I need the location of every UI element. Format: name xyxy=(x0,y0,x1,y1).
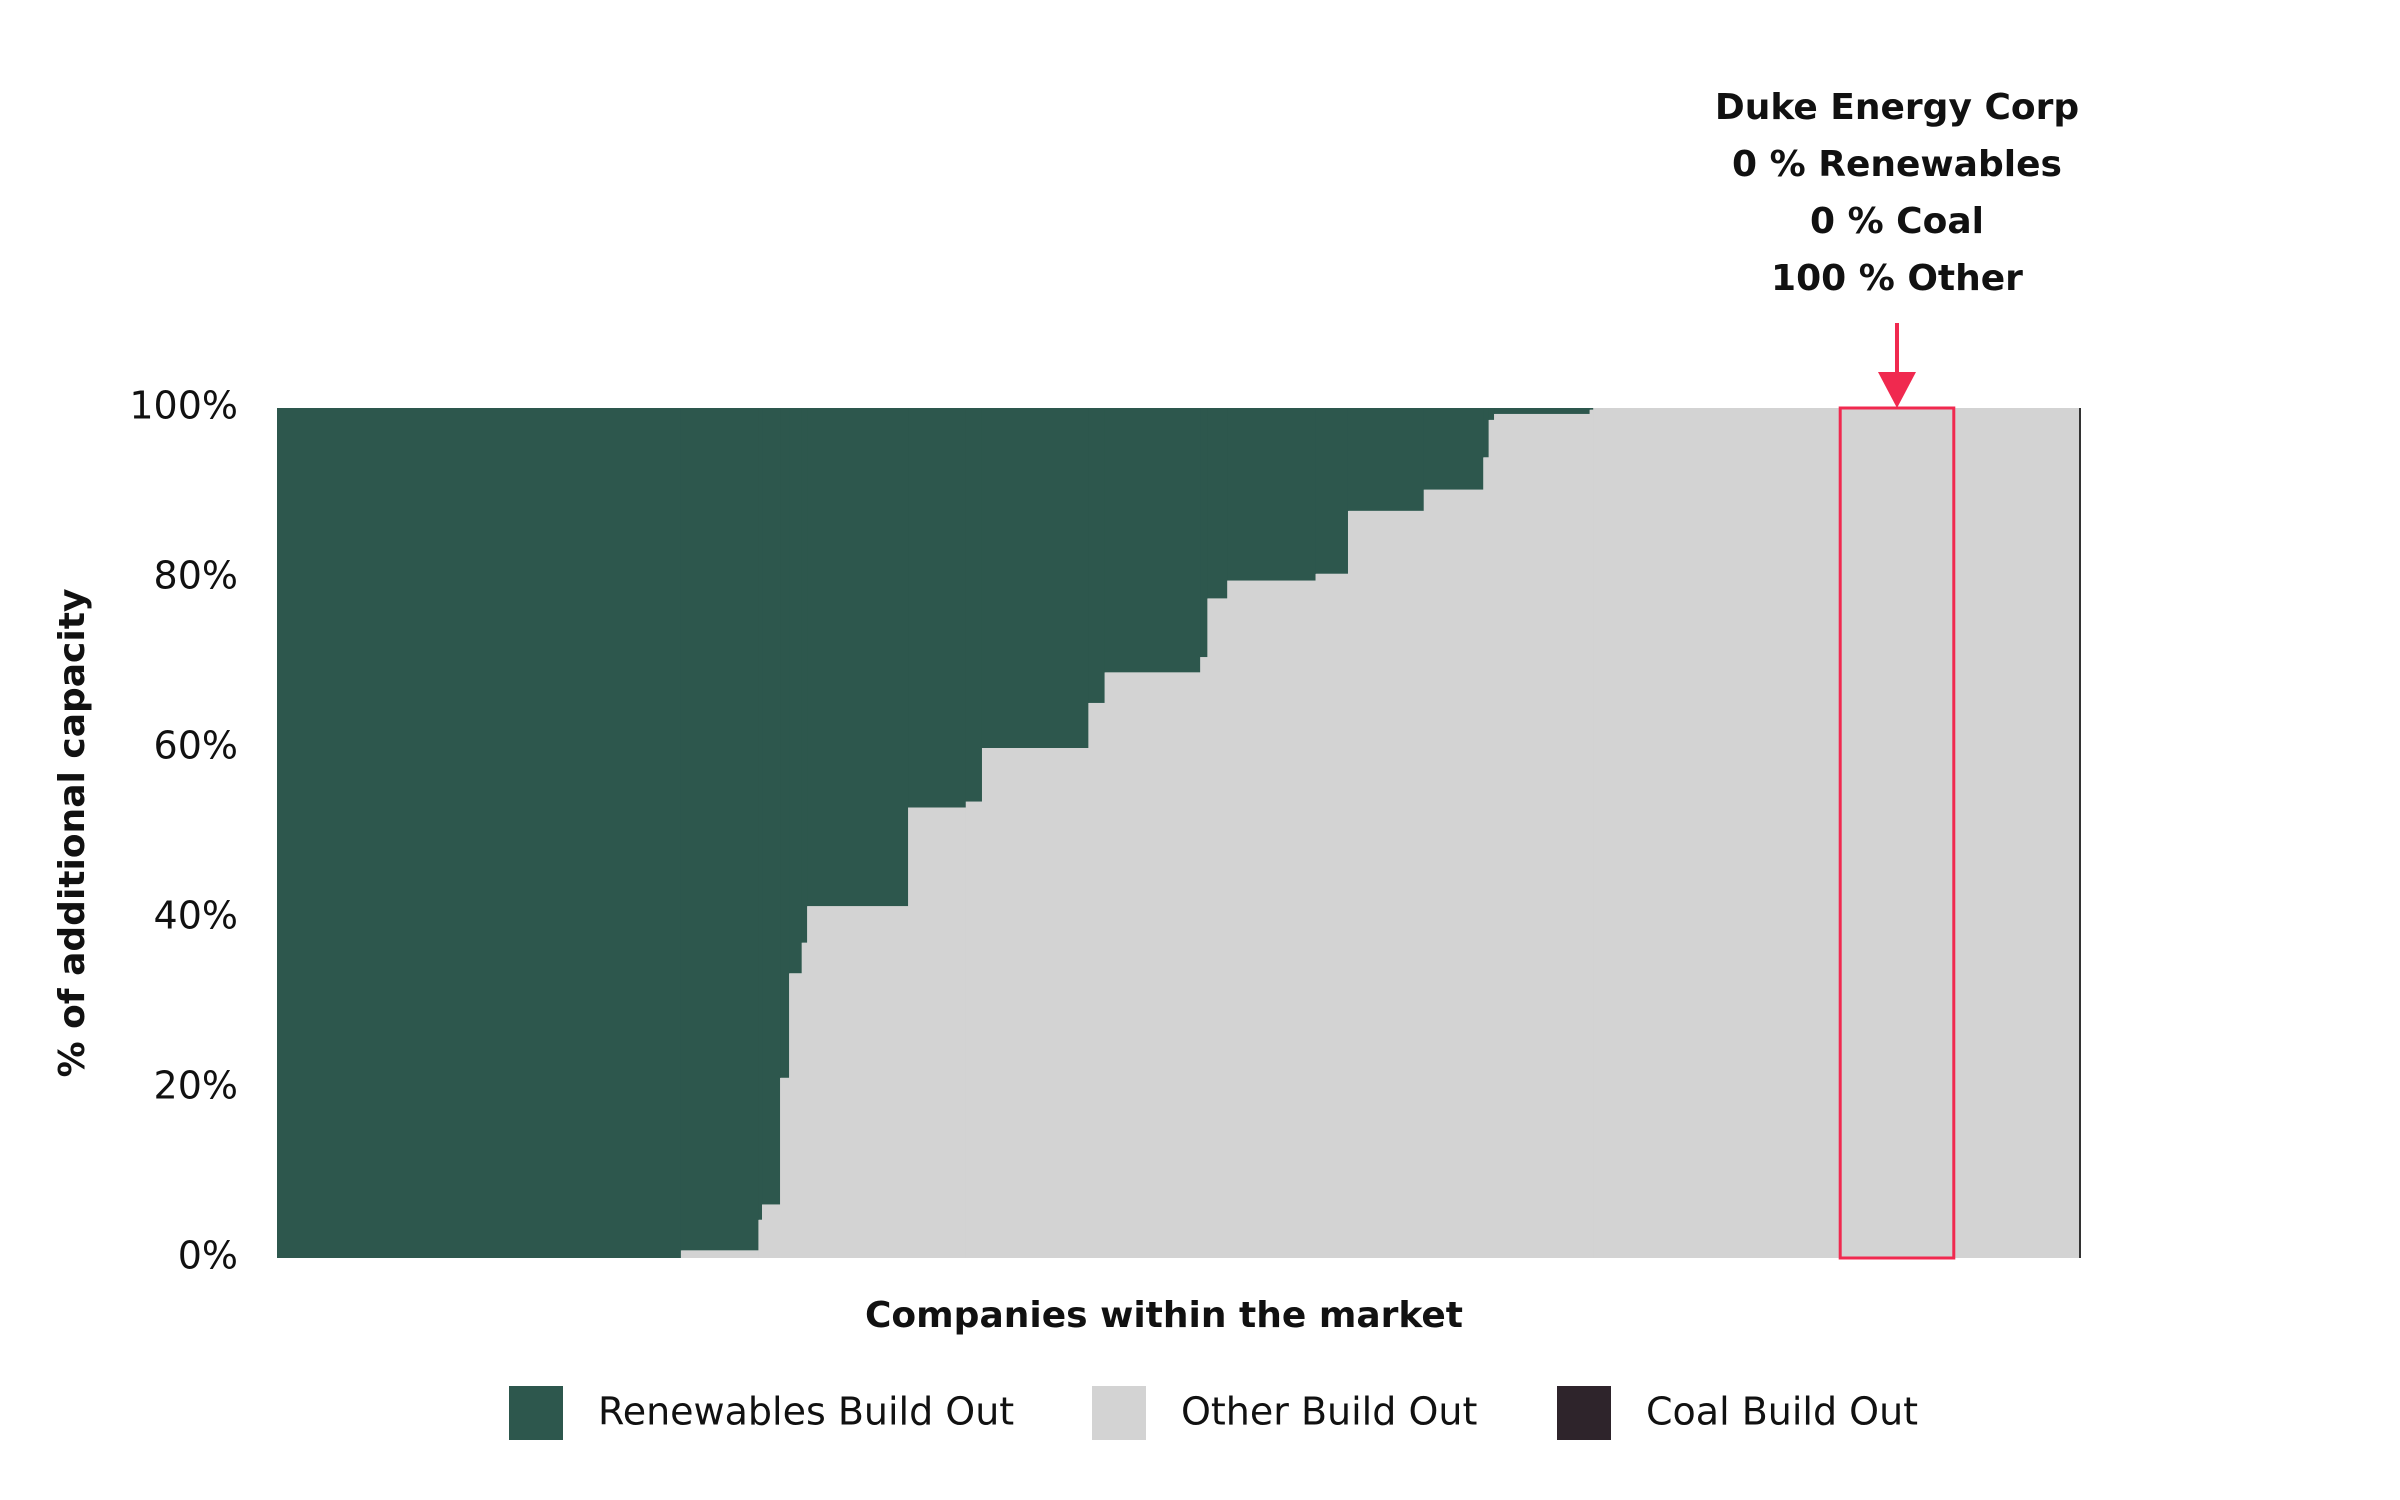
y-tick-label: 100% xyxy=(129,384,238,428)
segment xyxy=(1494,408,1591,414)
segment xyxy=(277,408,682,1258)
segment xyxy=(1589,408,1594,410)
highlight-box xyxy=(1838,406,1956,1260)
segment xyxy=(908,807,967,1258)
annotation-line: Duke Energy Corp xyxy=(1715,87,2079,128)
segment xyxy=(1104,408,1201,673)
segment xyxy=(1207,598,1228,1258)
segment xyxy=(758,408,763,1220)
legend-swatch xyxy=(509,1386,563,1440)
segment xyxy=(1840,408,1955,1258)
segment xyxy=(908,408,967,808)
annotation-line: 100 % Other xyxy=(1771,258,2023,299)
segment xyxy=(1488,408,1495,420)
y-tick-label: 0% xyxy=(178,1234,238,1278)
segment xyxy=(1483,457,1490,1258)
segment xyxy=(1227,580,1317,1258)
segment xyxy=(1483,408,1490,458)
segment xyxy=(1494,413,1591,1258)
segment xyxy=(789,408,803,974)
segment xyxy=(1088,702,1106,1258)
x-axis-label: Companies within the market xyxy=(865,1295,1463,1336)
legend-swatch xyxy=(1092,1386,1146,1440)
segment xyxy=(801,942,808,1258)
segment xyxy=(1088,408,1106,703)
legend-swatch xyxy=(1557,1386,1611,1440)
segment xyxy=(801,408,808,943)
annotation-line: 0 % Renewables xyxy=(1732,144,2062,185)
segment xyxy=(1347,510,1425,1259)
segment xyxy=(680,1250,760,1258)
segment xyxy=(1589,409,1594,1258)
segment xyxy=(965,801,983,1258)
segment xyxy=(1200,657,1208,1258)
segment xyxy=(758,1219,763,1258)
segment xyxy=(807,906,909,1258)
y-tick-label: 60% xyxy=(154,724,238,768)
segment xyxy=(1423,489,1484,1259)
segment xyxy=(780,408,790,1078)
segment xyxy=(981,408,1089,748)
segment xyxy=(1200,408,1208,658)
legend-label: Renewables Build Out xyxy=(598,1390,1014,1434)
segment xyxy=(1104,672,1201,1258)
segment xyxy=(680,408,760,1251)
segment xyxy=(965,408,983,802)
segment xyxy=(1488,419,1495,1258)
segment xyxy=(1423,408,1484,490)
segment xyxy=(789,973,803,1258)
segment xyxy=(1227,408,1317,581)
segment xyxy=(1315,408,1349,574)
y-tick-label: 20% xyxy=(154,1064,238,1108)
y-tick-label: 80% xyxy=(154,554,238,598)
segment xyxy=(762,408,781,1205)
arrow-head xyxy=(1877,372,1916,408)
segment xyxy=(780,1077,790,1258)
segment xyxy=(1207,408,1228,599)
segment xyxy=(1347,408,1425,511)
annotation-line: 0 % Coal xyxy=(1810,201,1984,242)
legend-label: Coal Build Out xyxy=(1646,1390,1918,1434)
segment xyxy=(1315,573,1349,1258)
segment xyxy=(807,408,909,907)
segment xyxy=(762,1204,781,1258)
segment xyxy=(1593,408,1841,1258)
y-tick-label: 40% xyxy=(154,894,238,938)
legend-label: Other Build Out xyxy=(1181,1390,1477,1434)
y-axis-label: % of additional capacity xyxy=(52,589,93,1078)
segment xyxy=(1953,408,2081,1258)
segment xyxy=(981,748,1089,1258)
